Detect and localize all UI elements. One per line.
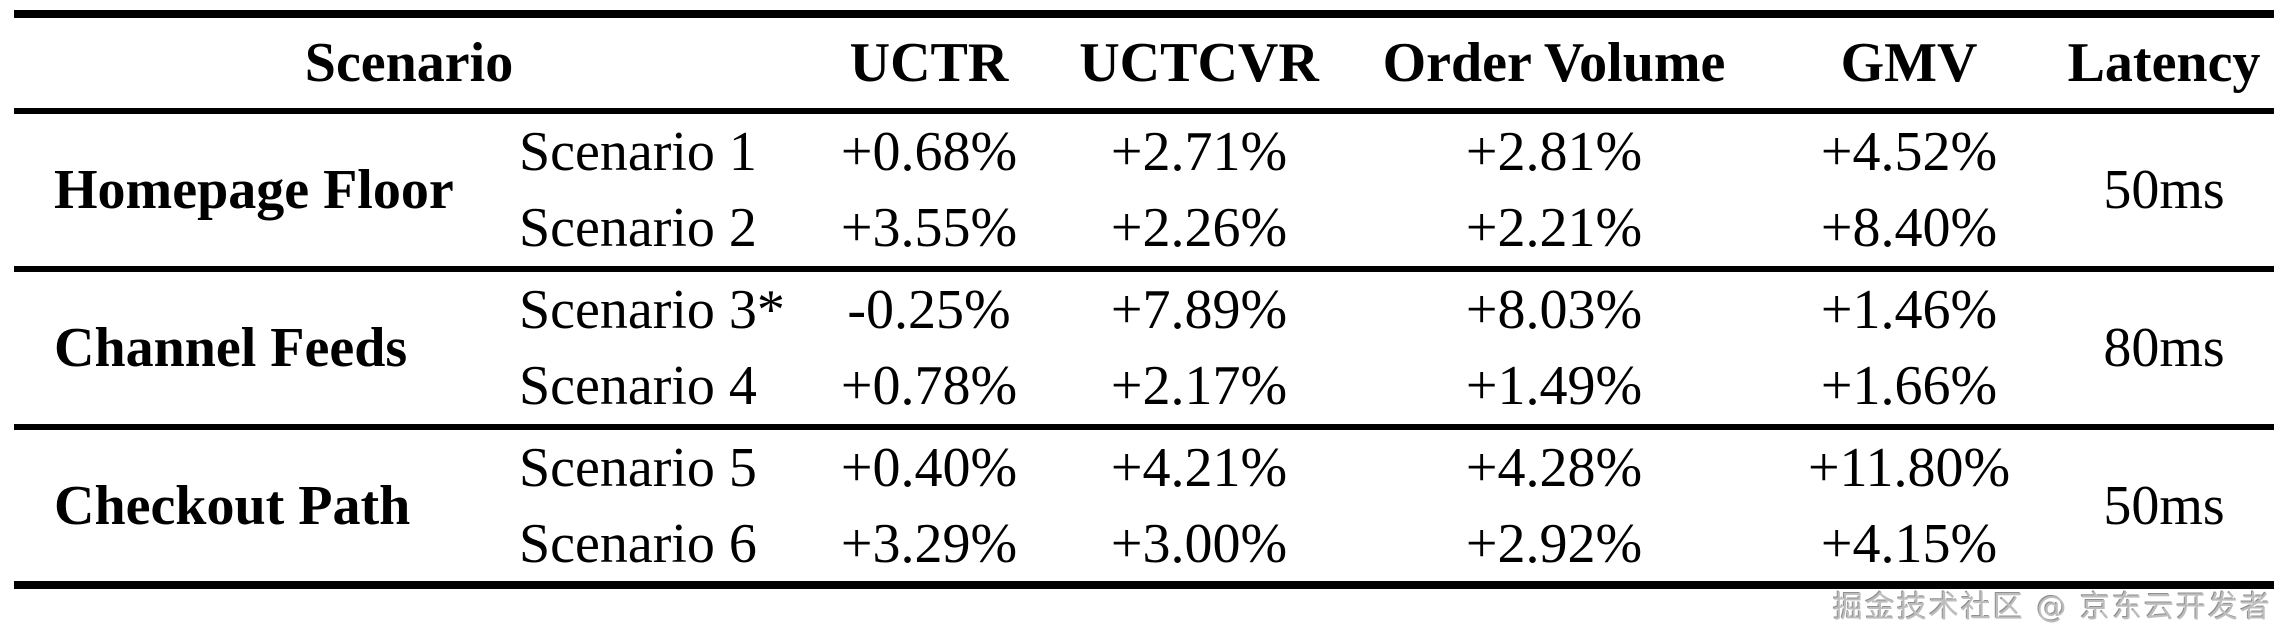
gmv-value: +11.80% xyxy=(1807,437,2011,499)
uctcvr-value: +3.00% xyxy=(1110,512,1288,575)
gmv-value: +8.40% xyxy=(1820,197,1998,259)
group-label: Channel Feeds xyxy=(54,317,408,379)
order-volume-value: +2.92% xyxy=(1465,512,1643,575)
scenario-cell: Scenario 5 xyxy=(519,437,757,499)
scenario-cell: Scenario 4 xyxy=(519,355,757,417)
latency-value: 80ms xyxy=(2103,317,2225,379)
table-row: Checkout Path Scenario 5 +0.40% +4.21% +… xyxy=(14,427,2274,537)
order-volume-value: +8.03% xyxy=(1465,279,1643,341)
scenario-cell: Scenario 3* xyxy=(519,279,785,341)
col-header-uctcvr: UCTCVR xyxy=(1079,32,1319,94)
table-row: Scenario 4 +0.78% +2.17% +1.49% +1.66% xyxy=(14,348,2274,427)
latency-value: 50ms xyxy=(2103,159,2225,221)
table-row: Homepage Floor Scenario 1 +0.68% +2.71% … xyxy=(14,111,2274,221)
scenario-cell: Scenario 1 xyxy=(519,121,757,183)
group-checkout-path: Checkout Path Scenario 5 +0.40% +4.21% +… xyxy=(14,427,2275,585)
col-header-order-volume: Order Volume xyxy=(1382,32,1726,94)
gmv-value: +1.46% xyxy=(1820,279,1998,341)
table-row: Scenario 6 +3.29% +3.00% +2.92% +4.15% xyxy=(14,506,2274,585)
order-volume-value: +2.81% xyxy=(1465,121,1643,183)
uctcvr-value: +7.89% xyxy=(1110,279,1288,341)
group-label: Homepage Floor xyxy=(54,159,454,221)
table-row: Channel Feeds Scenario 3* -0.25% +7.89% … xyxy=(14,269,2274,379)
table-header: Scenario UCTR UCTCVR Order Volume GMV La… xyxy=(14,14,2275,111)
header-row: Scenario UCTR UCTCVR Order Volume GMV La… xyxy=(14,14,2274,111)
uctr-value: +0.68% xyxy=(840,121,1018,183)
results-table: Scenario UCTR UCTCVR Order Volume GMV La… xyxy=(14,10,2275,589)
order-volume-value: +1.49% xyxy=(1465,355,1643,417)
gmv-value: +1.66% xyxy=(1820,355,1998,417)
col-header-latency: Latency xyxy=(2067,32,2261,94)
scenario-cell: Scenario 2 xyxy=(519,197,757,259)
table-row: Scenario 2 +3.55% +2.26% +2.21% +8.40% xyxy=(14,190,2274,269)
group-label: Checkout Path xyxy=(54,474,411,537)
order-volume-value: +2.21% xyxy=(1465,197,1643,259)
uctr-value: +0.40% xyxy=(840,437,1018,499)
latency-value: 50ms xyxy=(2103,474,2225,537)
scenario-cell: Scenario 6 xyxy=(519,512,757,575)
uctcvr-value: +2.17% xyxy=(1110,355,1288,417)
gmv-value: +4.52% xyxy=(1820,121,1998,183)
gmv-value: +4.15% xyxy=(1820,512,1998,575)
uctcvr-value: +4.21% xyxy=(1110,437,1288,499)
col-header-uctr: UCTR xyxy=(849,32,1009,94)
col-header-scenario: Scenario xyxy=(304,32,514,94)
col-header-gmv: GMV xyxy=(1840,32,1978,94)
uctr-value: +3.29% xyxy=(840,512,1018,575)
uctr-value: +3.55% xyxy=(840,197,1018,259)
order-volume-value: +4.28% xyxy=(1465,437,1643,499)
uctcvr-value: +2.26% xyxy=(1110,197,1288,259)
uctcvr-value: +2.71% xyxy=(1110,121,1288,183)
group-channel-feeds: Channel Feeds Scenario 3* -0.25% +7.89% … xyxy=(14,269,2275,427)
group-homepage-floor: Homepage Floor Scenario 1 +0.68% +2.71% … xyxy=(14,111,2275,269)
uctr-value: +0.78% xyxy=(840,355,1018,417)
watermark-text: 掘金技术社区 @ 京东云开发者 xyxy=(1832,590,2272,625)
uctr-value: -0.25% xyxy=(847,279,1011,341)
